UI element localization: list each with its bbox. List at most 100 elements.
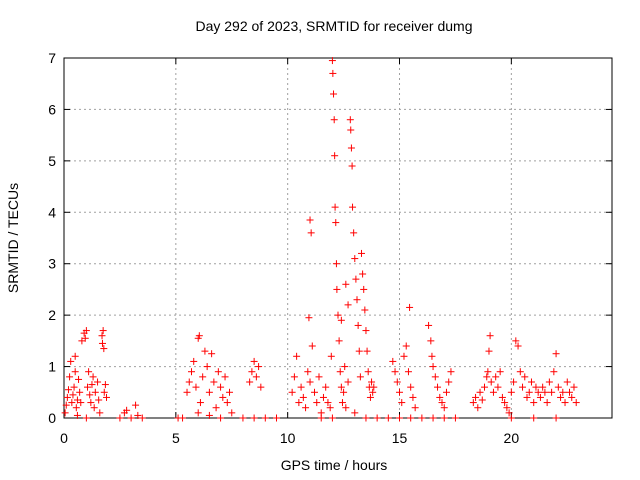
- data-point: [217, 414, 225, 422]
- data-point: [484, 368, 492, 376]
- data-point: [428, 352, 436, 360]
- data-point: [407, 383, 415, 391]
- chart-title: Day 292 of 2023, SRMTID for receiver dum…: [195, 18, 472, 34]
- data-point: [451, 414, 459, 422]
- data-point: [425, 321, 433, 329]
- data-point: [347, 126, 355, 134]
- data-point: [534, 388, 542, 396]
- data-point: [552, 414, 560, 422]
- data-point: [486, 332, 494, 340]
- y-tick-label: 5: [48, 153, 56, 169]
- data-point: [503, 404, 511, 412]
- data-point: [331, 203, 339, 211]
- data-point: [364, 368, 372, 376]
- data-point: [438, 399, 446, 407]
- data-point: [521, 373, 529, 381]
- data-point: [91, 388, 99, 396]
- data-point: [226, 388, 234, 396]
- data-point: [356, 373, 364, 381]
- data-point: [510, 378, 518, 386]
- data-point: [411, 404, 419, 412]
- data-point: [252, 373, 260, 381]
- data-point: [66, 373, 74, 381]
- y-tick-label: 4: [48, 204, 56, 220]
- data-point: [559, 388, 567, 396]
- data-point: [360, 285, 368, 293]
- data-point: [357, 249, 365, 257]
- data-point: [368, 378, 376, 386]
- data-point: [187, 368, 195, 376]
- data-point: [248, 368, 256, 376]
- data-point: [505, 409, 513, 417]
- y-axis-label: SRMTID / TECUs: [5, 183, 21, 293]
- data-point: [347, 144, 355, 152]
- data-point: [563, 378, 571, 386]
- grid: [64, 58, 612, 418]
- plot-frame: [63, 57, 613, 419]
- data-point: [219, 393, 227, 401]
- data-point: [355, 347, 363, 355]
- data-point: [530, 399, 538, 407]
- data-point: [344, 378, 352, 386]
- data-point: [384, 414, 392, 422]
- data-point: [469, 399, 477, 407]
- data-point: [71, 352, 79, 360]
- data-point: [434, 383, 442, 391]
- data-point: [354, 321, 362, 329]
- data-point: [134, 411, 142, 419]
- data-point: [349, 203, 357, 211]
- data-point: [350, 229, 358, 237]
- data-point: [190, 357, 198, 365]
- data-point: [70, 383, 78, 391]
- data-point: [306, 216, 314, 224]
- data-point: [290, 373, 298, 381]
- data-point: [90, 404, 98, 412]
- data-point: [246, 378, 254, 386]
- data-point: [418, 414, 426, 422]
- data-point: [366, 393, 374, 401]
- data-point: [527, 378, 535, 386]
- data-point: [221, 373, 229, 381]
- data-point: [407, 414, 415, 422]
- data-point: [481, 383, 489, 391]
- data-point: [223, 399, 231, 407]
- data-point: [557, 393, 565, 401]
- data-point: [359, 270, 367, 278]
- data-point: [550, 368, 558, 376]
- data-point: [311, 388, 319, 396]
- data-point: [539, 383, 547, 391]
- data-point: [132, 401, 140, 409]
- data-point: [72, 404, 80, 412]
- data-point: [489, 388, 497, 396]
- data-point: [328, 57, 336, 65]
- y-tick-label: 6: [48, 101, 56, 117]
- x-tick-label: 15: [392, 430, 408, 446]
- data-point: [501, 399, 509, 407]
- data-point: [329, 69, 337, 77]
- data-point: [483, 373, 491, 381]
- data-point: [81, 334, 89, 342]
- data-point: [62, 401, 70, 409]
- data-point: [512, 337, 520, 345]
- data-point: [272, 414, 280, 422]
- data-point: [64, 386, 72, 394]
- data-point: [572, 399, 580, 407]
- x-tick-label: 10: [280, 430, 296, 446]
- data-point: [429, 363, 437, 371]
- data-point: [293, 352, 301, 360]
- data-point: [363, 347, 371, 355]
- data-point: [396, 414, 404, 422]
- data-point: [315, 373, 323, 381]
- data-point: [507, 414, 515, 422]
- data-point: [476, 388, 484, 396]
- data-point: [297, 383, 305, 391]
- data-point: [85, 368, 93, 376]
- data-point: [239, 414, 247, 422]
- data-point: [257, 383, 265, 391]
- data-point: [68, 399, 76, 407]
- data-point: [212, 404, 220, 412]
- x-tick-label: 20: [504, 430, 520, 446]
- data-point: [127, 414, 135, 422]
